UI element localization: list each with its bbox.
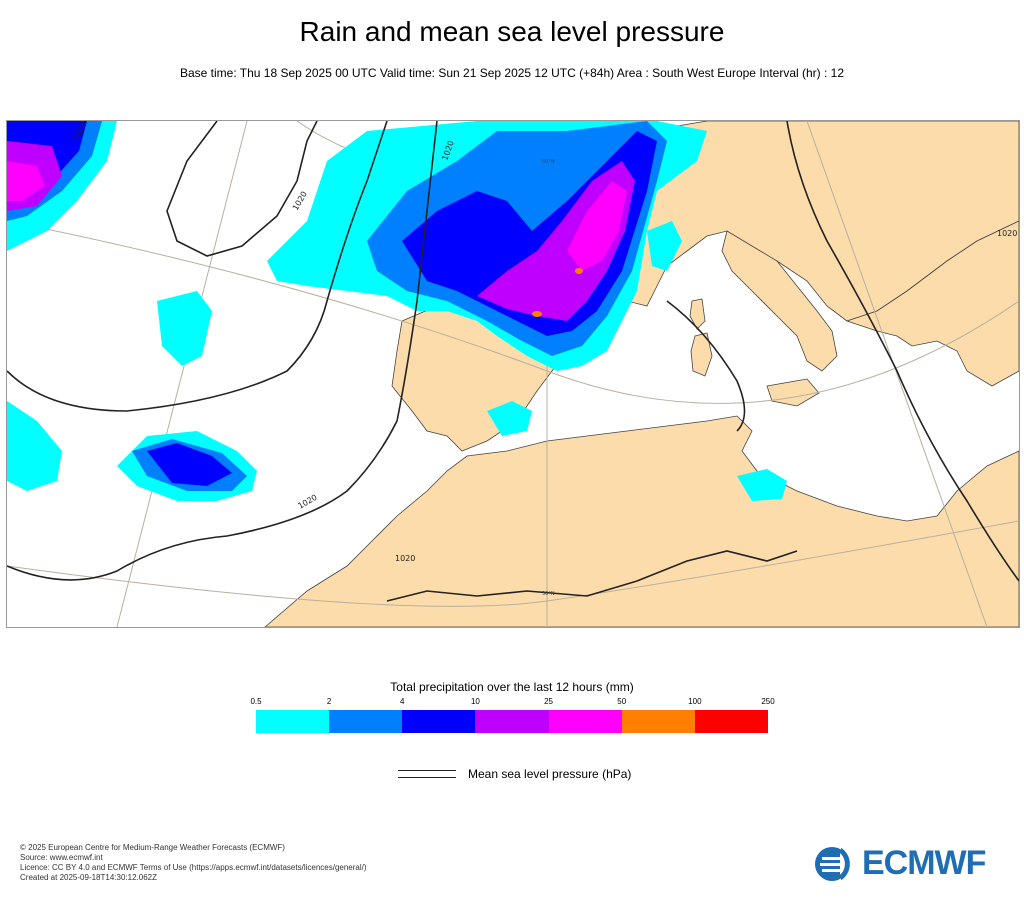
colorbar-swatch bbox=[402, 710, 476, 733]
land-corsica bbox=[689, 298, 706, 330]
footer-created: Created at 2025-09-18T14:30:12.062Z bbox=[20, 873, 157, 882]
colorbar-tick-label: 25 bbox=[544, 697, 554, 706]
mslp-legend: Mean sea level pressure (hPa) bbox=[398, 764, 698, 784]
colorbar-tick-label: 4 bbox=[400, 697, 405, 706]
ecmwf-logo-icon bbox=[815, 846, 858, 882]
precip-hotspot-orange bbox=[575, 268, 583, 274]
colorbar-tick-label: 0.5 bbox=[250, 697, 262, 706]
colorbar-swatch bbox=[329, 710, 403, 733]
graticule bbox=[7, 121, 1019, 627]
land-italy bbox=[721, 230, 838, 372]
isobar-ridge bbox=[166, 121, 318, 257]
colorbar-swatch bbox=[621, 710, 695, 733]
isobar-label: 1020 bbox=[395, 554, 415, 563]
colorbar-swatch bbox=[694, 710, 768, 733]
precip-nw-magenta bbox=[7, 161, 45, 201]
colorbar-swatch bbox=[256, 710, 330, 733]
precip-tunisia-cyan bbox=[737, 469, 787, 501]
legend-ticks: 0.5 2 4 10 25 50 100 250 bbox=[250, 697, 774, 709]
weather-map[interactable]: 1020 1020 1020 1020 1020 1020 50°N 30°N bbox=[6, 120, 1020, 628]
colorbar-tick-label: 250 bbox=[761, 697, 775, 706]
isobar-layer bbox=[7, 121, 1019, 602]
precip-west-cyan bbox=[7, 401, 62, 491]
isobar-mid bbox=[7, 121, 438, 581]
precipitation-colorbar bbox=[256, 710, 768, 733]
precip-band-magenta bbox=[567, 181, 627, 271]
footer-licence: Licence: CC BY 4.0 and ECMWF Terms of Us… bbox=[20, 863, 367, 872]
legend-title: Total precipitation over the last 12 hou… bbox=[390, 680, 634, 694]
isobar-east bbox=[786, 121, 1019, 582]
land-balkans bbox=[845, 220, 1019, 387]
ecmwf-logo[interactable]: ECMWF bbox=[814, 844, 1014, 882]
mslp-legend-label: Mean sea level pressure (hPa) bbox=[468, 767, 632, 781]
colorbar-tick-label: 2 bbox=[326, 697, 332, 706]
precip-spain-cyan bbox=[487, 401, 532, 436]
precip-italy-cyan bbox=[647, 221, 682, 271]
latitude-label-layer: 50°N 30°N bbox=[542, 159, 555, 597]
colorbar-tick-label: 100 bbox=[688, 697, 702, 706]
precip-ocean-cyan bbox=[157, 291, 212, 366]
land-sardinia bbox=[690, 332, 713, 377]
footer-source: Source: www.ecmwf.int bbox=[20, 853, 103, 862]
map-canvas: 1020 1020 1020 1020 1020 1020 50°N 30°N bbox=[7, 121, 1019, 627]
colorbar-tick-label: 10 bbox=[470, 697, 480, 706]
precip-atlantic-blue bbox=[147, 443, 232, 486]
isobar-africa bbox=[386, 550, 798, 602]
isobar-label: 1020 bbox=[997, 229, 1017, 238]
land-north-africa bbox=[264, 415, 1019, 627]
ecmwf-logo-text: ECMWF bbox=[862, 844, 986, 882]
lat-label: 30°N bbox=[542, 591, 555, 597]
isobar-sea bbox=[666, 300, 746, 432]
colorbar-swatch bbox=[475, 710, 549, 733]
chart-subtitle: Base time: Thu 18 Sep 2025 00 UTC Valid … bbox=[179, 66, 845, 80]
colorbar-tick-label: 50 bbox=[617, 697, 627, 706]
precipitation-layer bbox=[7, 121, 787, 501]
lat-label: 50°N bbox=[542, 159, 555, 165]
colorbar-swatch bbox=[548, 710, 622, 733]
precip-hotspot-orange-2 bbox=[532, 311, 542, 317]
chart-title: Rain and mean sea level pressure bbox=[299, 16, 725, 47]
footer-copyright: © 2025 European Centre for Medium-Range … bbox=[20, 843, 285, 852]
isobar-west bbox=[7, 121, 388, 412]
footer-credits: © 2025 European Centre for Medium-Range … bbox=[20, 843, 367, 883]
mslp-line-sample bbox=[398, 770, 456, 778]
